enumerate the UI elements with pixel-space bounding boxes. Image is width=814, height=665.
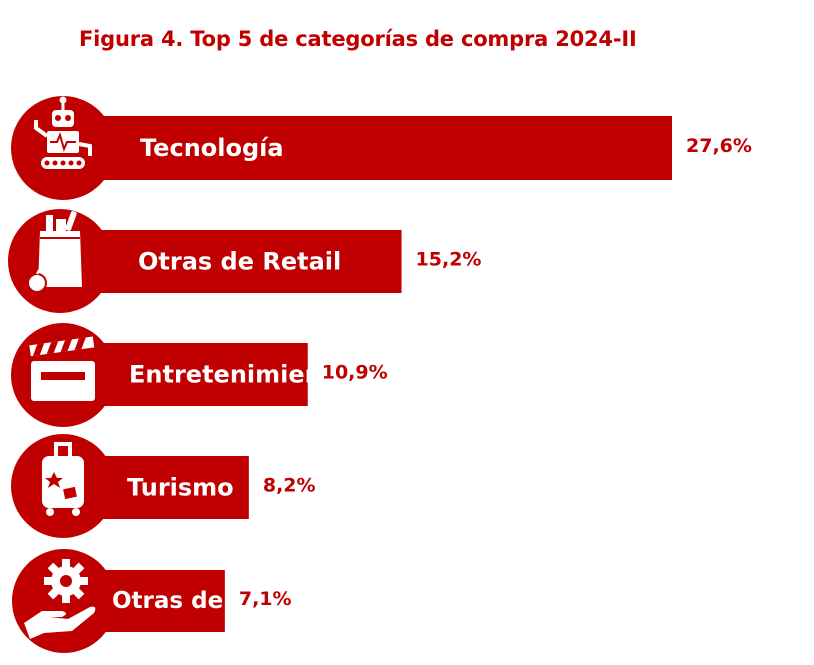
bar [70,230,402,293]
robot-arm [34,120,49,138]
data-label: 27,6% [686,135,752,157]
gear-hand-icon [24,559,96,639]
robot-wheel [44,160,50,166]
category-label: Entretenimiento [129,361,350,389]
apple [27,273,47,293]
clapperboard-icon [29,336,95,401]
bag-item [46,215,53,231]
bag-item [56,219,66,231]
clapper-slot [41,372,85,380]
robot-head [52,110,74,127]
category-label: Tecnología [140,134,284,162]
apple-stem [36,269,40,275]
gear-tooth [62,559,70,569]
data-label: 8,2% [263,475,316,497]
clapper-board [31,361,95,401]
gear-hole [60,575,72,587]
robot-wheel [52,160,58,166]
robot-eye [55,115,61,121]
clapper-top [29,336,95,357]
grocery-bag-icon [27,211,82,293]
clapper-stripe [60,339,72,353]
suitcase-wheel [46,508,54,516]
suitcase-sticker [63,486,77,500]
suitcase-handle [54,442,72,456]
clapper-stripe [46,341,59,355]
suitcase-wheel [72,508,80,516]
robot-eye [65,115,71,121]
robot-pulse [50,132,76,152]
data-label: 7,1% [239,588,292,610]
chart-title: Figura 4. Top 5 de categorías de compra … [79,27,637,51]
robot-antenna-tip [59,96,67,104]
suitcase-icon [42,442,84,516]
robot-arm [78,142,92,156]
gear-tooth [62,593,70,603]
bag-body [38,231,82,287]
robot-icon [34,96,92,169]
suitcase-body [42,456,84,508]
bag-item [65,211,77,231]
robot-wheel [68,160,74,166]
category-label: Turismo [127,474,234,502]
data-label: 10,9% [322,362,388,384]
suitcase-star [45,472,63,488]
robot-wheel [60,160,66,166]
clapper-stripe [74,337,86,351]
category-label: Otras de Serv. [112,588,297,614]
data-label: 15,2% [416,249,482,271]
category-label: Otras de Retail [138,248,341,276]
clapper-stripe [32,343,45,357]
hand [24,606,96,639]
robot-wheel [76,160,82,166]
bar [70,116,672,180]
